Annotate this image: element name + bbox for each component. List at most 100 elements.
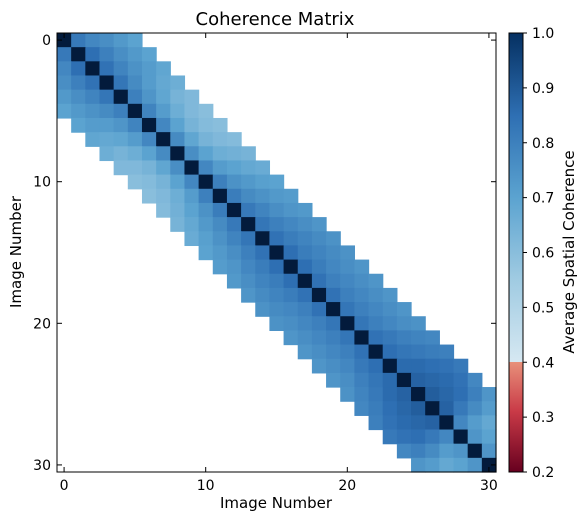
heatmap-cell xyxy=(170,103,186,119)
heatmap-cell xyxy=(85,33,101,48)
heatmap-cell xyxy=(439,443,455,459)
heatmap-cell xyxy=(99,146,115,162)
heatmap-cell xyxy=(170,202,186,218)
heatmap-cell xyxy=(425,358,440,374)
heatmap-cell xyxy=(113,132,129,147)
heatmap-cell xyxy=(354,287,370,303)
heatmap-cell xyxy=(297,344,313,360)
heatmap-cell xyxy=(241,245,256,261)
heatmap-cell xyxy=(226,273,242,289)
heatmap-cell xyxy=(425,457,440,473)
heatmap-cell xyxy=(396,316,412,331)
heatmap-cell xyxy=(396,443,412,459)
heatmap-cell xyxy=(198,146,214,162)
colorbar: 0.2 0.3 0.4 0.5 0.6 0.7 0.8 0.9 1.0 xyxy=(508,26,554,481)
heatmap-cell xyxy=(382,387,398,402)
heatmap-cell xyxy=(127,160,143,176)
heatmap-cell xyxy=(226,174,242,190)
heatmap-cell xyxy=(269,287,285,303)
heatmap-cell-diagonal xyxy=(368,344,384,360)
heatmap-cell xyxy=(141,188,157,204)
heatmap-cell xyxy=(425,330,440,346)
colorbar-high-segment xyxy=(509,33,523,362)
heatmap-cell xyxy=(453,401,469,416)
heatmap-cell xyxy=(340,330,355,346)
heatmap-cell-diagonal xyxy=(340,316,355,331)
heatmap-cell xyxy=(241,202,256,218)
heatmap-cell xyxy=(411,372,426,388)
heatmap-cell xyxy=(368,273,384,289)
heatmap-cell xyxy=(141,61,157,77)
heatmap-cell xyxy=(311,245,327,261)
heatmap-cell xyxy=(283,245,299,261)
heatmap-cell xyxy=(156,61,171,77)
heatmap-cell xyxy=(297,316,313,331)
heatmap-cell xyxy=(382,401,398,416)
heatmap-cell xyxy=(198,231,214,247)
heatmap-cell xyxy=(453,443,469,459)
heatmap-cell xyxy=(127,132,143,147)
heatmap-cell xyxy=(99,117,115,133)
colorbar-tick-label: 0.8 xyxy=(532,136,554,152)
heatmap-cell xyxy=(467,415,483,431)
heatmap-cell xyxy=(340,344,355,360)
heatmap-cell xyxy=(141,174,157,190)
heatmap-cell xyxy=(212,259,228,275)
heatmap-cell xyxy=(354,302,370,317)
heatmap-cell xyxy=(269,302,285,317)
heatmap-cell xyxy=(382,344,398,360)
heatmap-cell xyxy=(354,259,370,275)
heatmap-cell xyxy=(467,372,483,388)
heatmap-cell xyxy=(198,202,214,218)
heatmap-cell xyxy=(283,287,299,303)
x-tick-label: 10 xyxy=(197,478,215,494)
heatmap-cell xyxy=(156,146,171,162)
heatmap-cell xyxy=(283,316,299,331)
heatmap-cell xyxy=(141,89,157,105)
heatmap-cell-diagonal xyxy=(453,429,469,445)
heatmap-cell xyxy=(439,372,455,388)
heatmap-cell xyxy=(354,316,370,331)
y-axis-label: Image Number xyxy=(7,195,25,308)
heatmap-cell xyxy=(411,443,426,459)
heatmap-cell xyxy=(226,245,242,261)
heatmap-cell xyxy=(453,358,469,374)
heatmap-cell xyxy=(184,117,200,133)
heatmap-cell xyxy=(311,316,327,331)
heatmap-cell xyxy=(311,259,327,275)
heatmap-cell xyxy=(212,132,228,147)
heatmap-cell-diagonal xyxy=(255,231,271,247)
heatmap-cell xyxy=(184,202,200,218)
heatmap-cell xyxy=(141,103,157,119)
heatmap-cell xyxy=(425,372,440,388)
heatmap-cell xyxy=(57,103,72,119)
heatmap-cell xyxy=(99,89,115,105)
heatmap-cell xyxy=(127,47,143,62)
heatmap-cell xyxy=(184,188,200,204)
heatmap-cell xyxy=(255,202,271,218)
chart-title: Coherence Matrix xyxy=(196,9,355,30)
heatmap-cell xyxy=(396,330,412,346)
heatmap-cell xyxy=(184,217,200,232)
heatmap-cell xyxy=(340,302,355,317)
heatmap-cell xyxy=(396,302,412,317)
heatmap-cell xyxy=(269,202,285,218)
heatmap-cell xyxy=(326,372,341,388)
heatmap-cell xyxy=(99,61,115,77)
heatmap-cell xyxy=(425,415,440,431)
heatmap-cell xyxy=(184,89,200,105)
heatmap-cell xyxy=(283,188,299,204)
heatmap-cell xyxy=(241,287,256,303)
heatmap-cell xyxy=(198,245,214,261)
heatmap-cell xyxy=(439,457,455,473)
heatmap-cell xyxy=(453,387,469,402)
heatmap-cell-diagonal xyxy=(481,457,497,473)
heatmap-cell xyxy=(85,117,101,133)
heatmap-cell xyxy=(283,330,299,346)
heatmap-cell xyxy=(354,344,370,360)
heatmap-cell-diagonal xyxy=(99,75,115,91)
heatmap-cell xyxy=(311,330,327,346)
heatmap-cell xyxy=(439,344,455,360)
heatmap-cell xyxy=(269,217,285,232)
heatmap-cell xyxy=(212,160,228,176)
